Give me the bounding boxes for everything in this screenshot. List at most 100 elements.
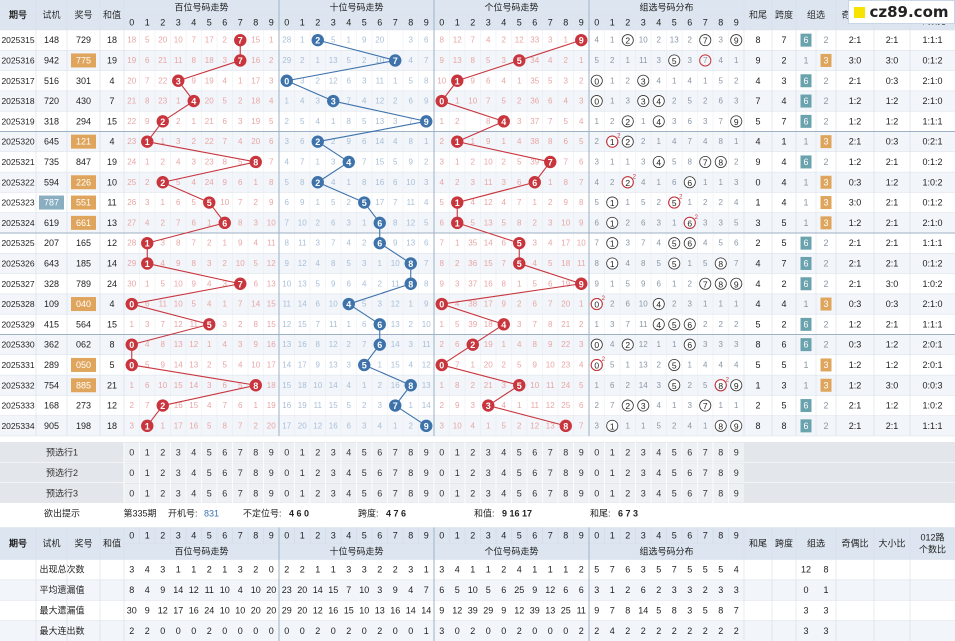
units-miss-value: 8 [533,340,538,349]
tens-miss-value: 3 [362,259,367,268]
predict-digit: 0 [594,447,599,457]
combo-ball [668,237,681,250]
combo-miss-value: 7 [734,259,739,268]
combo-pair-ring [606,135,619,148]
predict-row-label: 预选行3 [46,487,78,498]
stat-value: 0 [269,565,274,575]
predict-digit: 6 [532,468,537,478]
combo-ball [637,74,650,87]
combo-miss-value: 4 [734,198,739,207]
stat-value: 12 [158,605,168,615]
combo-miss-value: 3 [688,300,693,309]
units-miss-value: 1 [440,381,445,390]
header-digit: 3 [176,18,181,28]
units-miss-value: 8 [564,178,569,187]
header-digit: 6 [222,18,227,28]
sum-cell: 5 [109,360,114,370]
units-miss-value: 3 [440,421,445,430]
tens-miss-value: 3 [378,401,383,410]
combo-miss-value: 6 [672,178,677,187]
predict-digit: 5 [362,447,367,457]
predict-digit: 7 [548,468,553,478]
data-row-bg [0,131,955,152]
header-digit: 9 [424,18,429,28]
tens-miss-value: 3 [285,137,290,146]
tens-ball-digit: 8 [408,381,413,391]
tens-miss-value: 8 [347,117,352,126]
group-six-value: 6 [803,116,808,126]
stat-value: 5 [718,565,723,575]
combo-ball-digit: 8 [718,279,723,289]
group-six-value: 6 [803,421,808,431]
stat-row-bg [0,600,955,621]
hundreds-miss-value: 15 [251,36,260,45]
header-section-combo: 组选号码分布 [639,2,693,13]
predict-digit: 8 [408,447,413,457]
predict-digit: 1 [300,488,305,498]
tens-miss-value: 7 [424,56,429,65]
hint-period: 第335期 [123,508,156,519]
units-miss-value: 5 [455,320,460,329]
hundreds-miss-value: 2 [223,259,228,268]
hundreds-miss-value: 6 [223,381,228,390]
tens-miss-value: 1 [331,117,336,126]
units-miss-value: 5 [502,421,507,430]
combo-ball [699,277,712,290]
stat-value: 5 [687,565,692,575]
stat-value: 5 [594,565,599,575]
big-small-cell: 1:2 [886,116,899,126]
tens-miss-value: 2 [347,340,352,349]
hundreds-ball-digit: 5 [207,320,212,330]
stat-value: 5 [703,605,708,615]
combo-miss-value: 1 [610,36,615,45]
units-ball [513,236,526,250]
route-cell: 1:1:1 [922,35,942,45]
combo-miss-value: 5 [641,198,646,207]
hundreds-miss-value: 9 [176,259,181,268]
tens-miss-value: 2 [393,97,398,106]
hundreds-miss-value: 17 [267,360,276,369]
combo-ball [730,34,743,47]
combo-miss-value: 6 [657,279,662,288]
units-miss-value: 1 [440,320,445,329]
tens-miss-value: 29 [282,56,291,65]
header-digit: 8 [253,18,258,28]
tens-miss-value: 1 [409,401,414,410]
predict-digit: 4 [656,447,661,457]
span-cell: 8 [781,421,786,431]
units-miss-value: 1 [455,97,460,106]
units-miss-value: 8 [440,259,445,268]
hundreds-miss-value: 8 [223,421,228,430]
predict-digit: 9 [734,488,739,498]
hundreds-miss-value: 9 [223,178,228,187]
combo-miss-value: 2 [672,300,677,309]
stat-row-bg [0,579,955,601]
tens-miss-value: 8 [393,218,398,227]
predict-digit: 8 [718,488,723,498]
tail-cell: 8 [755,421,760,431]
group-six-box [800,338,812,352]
tens-miss-value: 12 [282,320,291,329]
stat-value: 9 [160,585,165,595]
stat-value: 2 [594,626,599,636]
stat-value: 2 [579,565,584,575]
prize-highlight [71,357,96,372]
units-miss-value: 2 [455,259,460,268]
units-miss-value: 11 [531,401,540,410]
tail-cell: 1 [755,198,760,208]
sum-cell: 7 [109,96,114,106]
combo-miss-value: 1 [657,178,662,187]
combo-ball [714,257,727,270]
hundreds-miss-value: 18 [251,97,260,106]
combo-ball-digit: 3 [641,76,646,86]
units-miss-value: 3 [440,157,445,166]
tens-miss-value: 13 [375,117,384,126]
combo-ball [683,176,696,189]
hundreds-miss-value: 1 [145,279,150,288]
tens-ball [404,277,417,290]
prize-cell: 226 [76,177,91,187]
units-miss-value: 4 [502,76,507,85]
tens-miss-value: 5 [393,157,398,166]
stat-value: 2 [703,585,708,595]
predict-digit: 2 [470,468,475,478]
